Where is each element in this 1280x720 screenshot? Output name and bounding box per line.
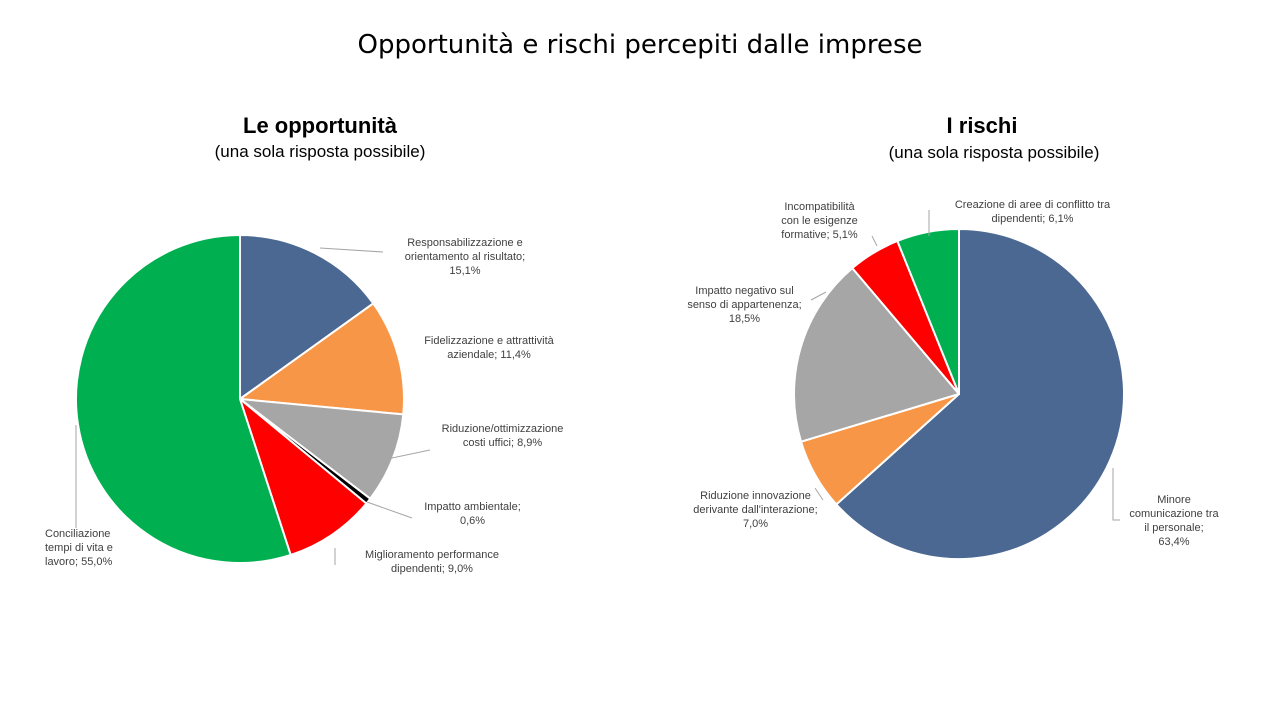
risks-slice-label-2-line-0: Impatto negativo sul — [695, 285, 794, 297]
risks-slice-label-0-line-0: Minore — [1157, 494, 1191, 506]
opportunities-leader-line-2 — [391, 449, 431, 459]
risks-slice-label-2: Impatto negativo sul senso di appartenenz… — [672, 284, 817, 326]
opportunities-slice-4 — [239, 398, 368, 556]
opportunities-slice-label-3-line-0: Impatto ambientale; — [424, 501, 521, 513]
opportunities-slice-label-3: Impatto ambientale; 0,6% — [415, 500, 530, 528]
risks-slice-label-3-line-0: Incompatibilità — [784, 201, 855, 213]
opportunities-slice-label-2-line-0: Riduzione/ottimizzazione — [441, 423, 564, 435]
opportunities-slice-label-2: Riduzione/ottimizzazione costi uffici; 8,… — [430, 422, 575, 450]
risks-slice-label-3-line-1: con le esigenze — [781, 215, 858, 227]
opportunities-slice-label-3-line-1: 0,6% — [459, 515, 486, 527]
risks-slice-label-1-line-2: 7,0% — [742, 518, 769, 530]
risks-slice-0 — [835, 228, 1125, 560]
opportunities-slice-0 — [239, 234, 375, 400]
risks-slice-label-0-line-1: comunicazione tra — [1129, 508, 1219, 520]
opportunities-slice-label-2-line-1: costi uffici; 8,9% — [462, 437, 543, 449]
opportunities-slice-label-5: Conciliazione tempi di vita e lavoro; 55,0… — [45, 527, 155, 569]
risks-slice-label-4-line-1: dipendenti; 6,1% — [991, 213, 1074, 225]
opportunities-slice-2 — [239, 398, 405, 500]
opportunities-slice-label-0-line-0: Responsabilizzazione e — [407, 237, 523, 249]
risks-slice-label-2-line-1: senso di appartenenza; — [687, 299, 802, 311]
opportunities-slice-label-1: Fidelizzazione e attrattività aziendale; … — [414, 334, 564, 362]
opportunities-slice-label-1-line-0: Fidelizzazione e attrattività — [424, 335, 554, 347]
risks-slice-label-4: Creazione di aree di conflitto tra dipend… — [930, 198, 1135, 226]
opportunities-slice-label-4-line-1: dipendenti; 9,0% — [391, 563, 473, 575]
risks-slice-label-1: Riduzione innovazione derivante dall'inte… — [678, 489, 833, 531]
risks-slice-label-1-line-1: derivante dall'interazione; — [693, 504, 818, 516]
risks-chart-title: I rischi — [946, 113, 1018, 138]
opportunities-slice-label-0-line-1: orientamento al risultato; — [404, 251, 526, 263]
risks-chart-subtitle: (una sola risposta possibile) — [888, 143, 1100, 162]
opportunities-slice-label-0-line-2: 15,1% — [449, 265, 481, 277]
opportunities-chart-title: Le opportunità — [243, 113, 397, 138]
risks-leader-line-3 — [871, 235, 878, 247]
risks-slice-label-3-line-2: formative; 5,1% — [781, 229, 858, 241]
risks-slice-label-0-line-2: il personale; — [1144, 522, 1204, 534]
opportunities-slice-label-0: Responsabilizzazione e orientamento al ri… — [385, 236, 545, 278]
risks-slice-label-2-line-2: 18,5% — [728, 313, 761, 325]
risks-slice-2 — [793, 267, 960, 443]
risks-slice-label-1-line-0: Riduzione innovazione — [700, 490, 811, 502]
opportunities-slice-label-5-line-1: tempi di vita e — [45, 542, 113, 554]
risks-leader-line-0 — [1112, 468, 1120, 521]
opportunities-leader-line-3 — [366, 501, 413, 519]
opportunities-leader-line-0 — [319, 247, 384, 253]
opportunities-slice-5 — [75, 234, 292, 564]
risks-leader-line-1 — [814, 487, 824, 501]
opportunities-slice-label-4: Miglioramento performance dipendenti; 9,0… — [352, 548, 512, 576]
risks-slice-4 — [896, 228, 960, 395]
risks-slice-label-0-line-3: 63,4% — [1158, 536, 1190, 548]
slide-title: Opportunità e rischi percepiti dalle imp… — [357, 30, 923, 60]
opportunities-chart-subtitle: (una sola risposta possibile) — [214, 142, 426, 161]
opportunities-slice-label-5-line-0: Conciliazione — [45, 528, 111, 540]
opportunities-slice-label-1-line-1: aziendale; 11,4% — [447, 349, 531, 361]
opportunities-slice-1 — [239, 302, 405, 416]
risks-slice-label-3: Incompatibilità con le esigenze formative;… — [762, 200, 877, 242]
opportunities-slice-label-4-line-0: Miglioramento performance — [365, 549, 499, 561]
risks-slice-label-0: Minore comunicazione tra il personale; 63,4… — [1114, 493, 1234, 549]
risks-leader-line-2 — [810, 291, 827, 301]
risks-slice-label-4-line-0: Creazione di aree di conflitto tra — [954, 199, 1111, 211]
opportunities-slice-label-5-line-2: lavoro; 55,0% — [45, 556, 113, 568]
